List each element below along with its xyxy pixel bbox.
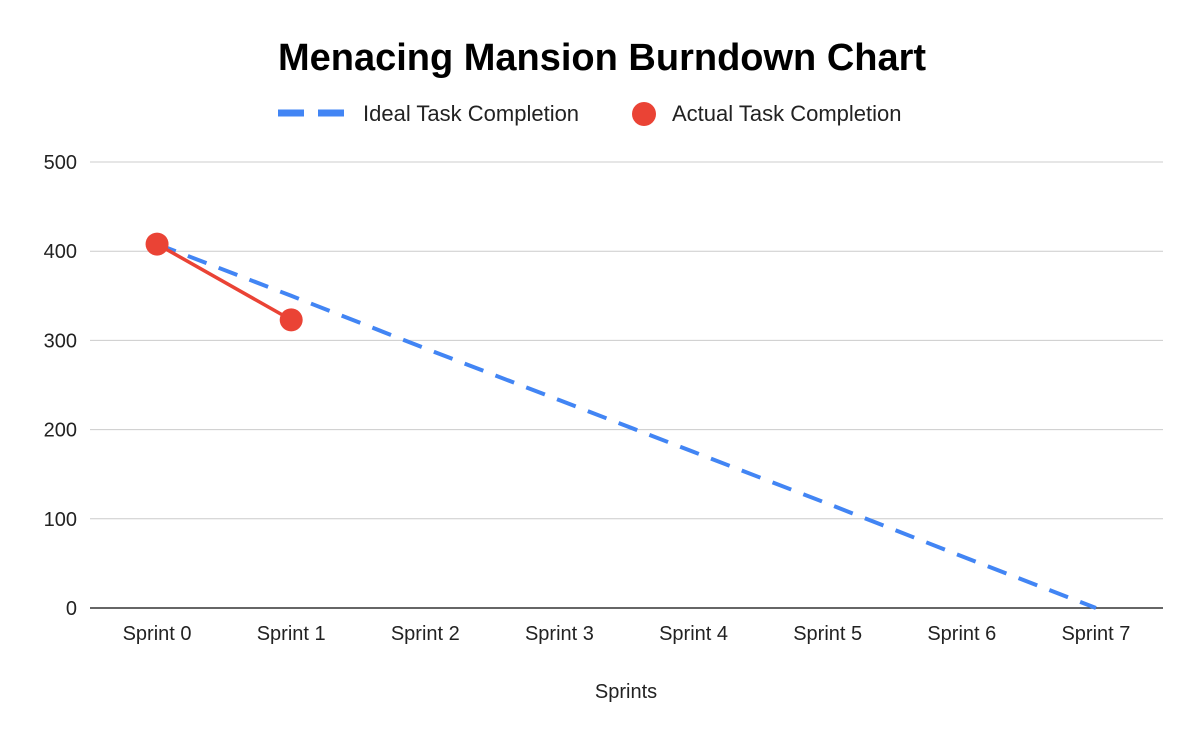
x-tick-label: Sprint 1	[257, 623, 326, 645]
chart-title: Menacing Mansion Burndown Chart	[278, 37, 926, 79]
x-tick-label: Sprint 7	[1061, 623, 1130, 645]
y-tick-label: 500	[44, 152, 77, 174]
legend-actual-label: Actual Task Completion	[672, 101, 902, 126]
y-tick-label: 100	[44, 509, 77, 531]
y-axis-ticks: 0 100 200 300 400 500	[44, 152, 77, 620]
gridlines	[90, 161, 1163, 609]
legend-ideal-label: Ideal Task Completion	[363, 101, 579, 126]
y-tick-label: 0	[66, 598, 77, 620]
x-tick-label: Sprint 2	[391, 623, 460, 645]
y-tick-label: 400	[44, 241, 77, 263]
series-actual-point[interactable]	[279, 308, 303, 332]
legend: Ideal Task Completion Actual Task Comple…	[278, 101, 902, 126]
x-axis-title: Sprints	[595, 681, 657, 703]
y-tick-label: 200	[44, 420, 77, 442]
series-actual-line	[156, 242, 293, 322]
x-tick-label: Sprint 6	[927, 623, 996, 645]
y-tick-label: 300	[44, 330, 77, 352]
series-ideal-line	[156, 242, 1097, 610]
x-tick-label: Sprint 3	[525, 623, 594, 645]
x-tick-label: Sprint 5	[793, 623, 862, 645]
x-tick-label: Sprint 0	[123, 623, 192, 645]
legend-actual-swatch	[632, 102, 656, 126]
x-tick-label: Sprint 4	[659, 623, 728, 645]
x-axis-ticks: Sprint 0 Sprint 1 Sprint 2 Sprint 3 Sprint 4…	[123, 623, 1131, 645]
series-actual-point[interactable]	[145, 232, 169, 256]
series-layer	[145, 232, 1097, 610]
